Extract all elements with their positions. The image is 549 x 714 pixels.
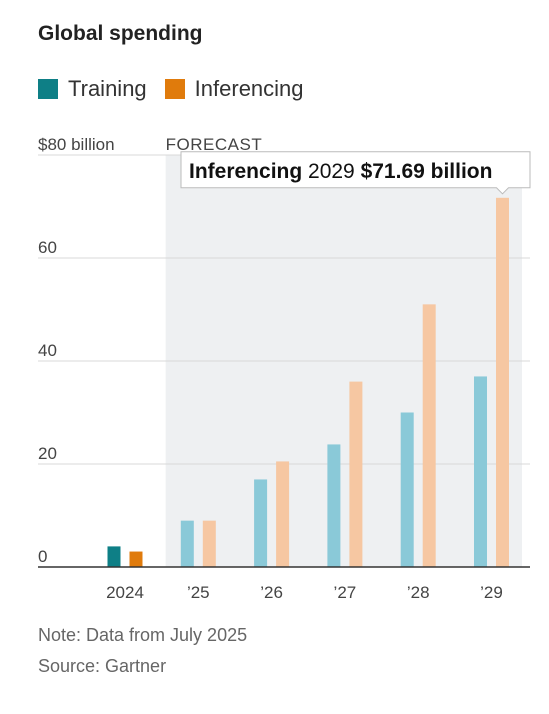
bar-training-1 [180,520,194,567]
legend-swatch-inferencing [164,79,185,99]
tooltip-year: 2029 [302,160,360,183]
bar-inferencing-5 [496,197,509,567]
bar-inferencing-4 [422,304,436,567]
tooltip-value: $71.69 billion [361,160,493,183]
y-tick-label: 60 [38,238,57,257]
x-tick-label: ’25 [187,583,210,602]
legend-swatch-training [38,79,58,99]
x-tick-label: ’28 [407,583,430,602]
legend: Training Inferencing [38,76,322,102]
bar-training-4 [400,412,414,567]
bar-training-0 [107,546,121,567]
legend-label-inferencing: Inferencing [194,76,304,101]
bar-inferencing-1 [202,520,216,567]
bar-training-2 [254,479,268,567]
legend-item-training: Training [38,76,147,102]
legend-item-inferencing: Inferencing [164,76,304,102]
chart-title: Global spending [38,22,203,45]
tooltip-text: Inferencing 2029 $71.69 billion [189,160,492,183]
bar-chart: $80 billion 60 40 20 0 FORECAST 2024 ’25 ’26 ’27 ’… [38,135,531,602]
bar-training-5 [474,376,487,567]
chart-note: Note: Data from July 2025 [38,625,248,645]
y-tick-label: 0 [38,547,47,566]
y-tick-label: 20 [38,444,57,463]
x-tick-label: ’26 [260,583,283,602]
y-tick-label: $80 billion [38,135,115,154]
tooltip-box [180,151,531,195]
tooltip-series: Inferencing [189,160,302,183]
legend-label-training: Training [68,76,147,101]
bar-inferencing-3 [349,381,363,567]
bar-inferencing-2 [276,461,290,567]
x-tick-label: 2024 [106,583,144,602]
forecast-label: FORECAST [166,135,263,154]
bar-inferencing-0 [129,551,143,567]
x-tick-label: ’27 [334,583,357,602]
chart-source: Source: Gartner [38,656,167,676]
x-tick-label: ’29 [480,583,503,602]
bar-training-3 [327,444,341,567]
y-tick-label: 40 [38,341,57,360]
